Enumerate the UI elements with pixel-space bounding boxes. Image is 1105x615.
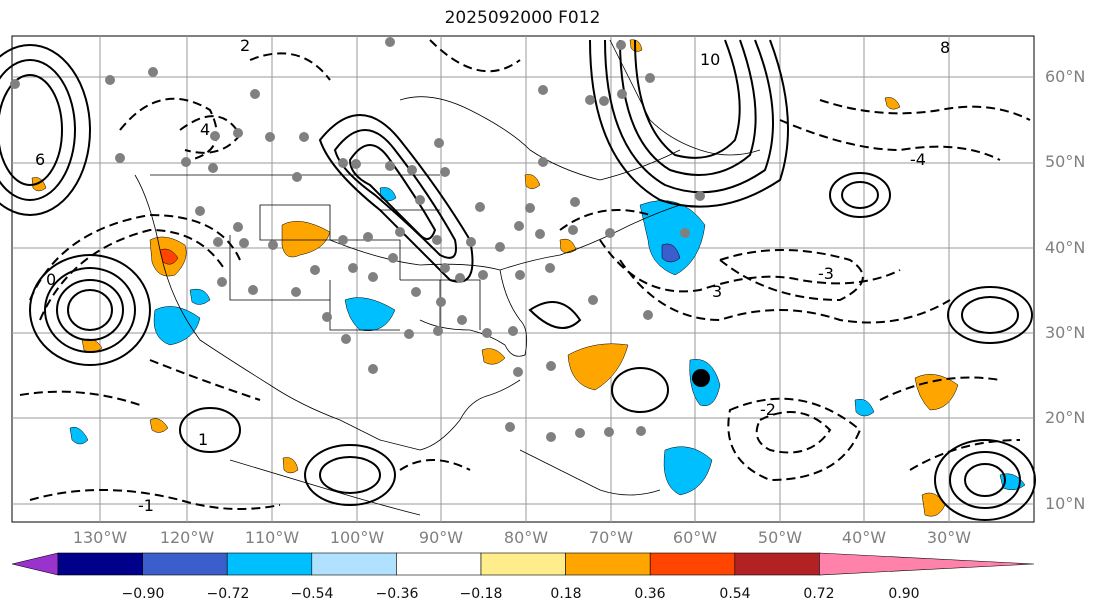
lon-label-60w: 60°W bbox=[672, 528, 718, 547]
lon-label-30w: 30°W bbox=[926, 528, 972, 547]
lon-label-50w: 50°W bbox=[757, 528, 803, 547]
lat-label-20n: 20°N bbox=[1045, 408, 1086, 427]
contour-label: 8 bbox=[940, 38, 951, 57]
colorbar-tick: −0.18 bbox=[459, 586, 503, 602]
lon-label-130w: 130°W bbox=[72, 528, 128, 547]
contour-label: 1 bbox=[198, 430, 209, 449]
solid-contours bbox=[0, 39, 1036, 521]
contour-label: 0 bbox=[46, 270, 57, 289]
shaded-anomalies bbox=[31, 39, 1026, 517]
map-title: 2025092000 F012 bbox=[444, 8, 601, 28]
colorbar-tick: −0.72 bbox=[206, 586, 250, 602]
colorbar-tick: −0.54 bbox=[290, 586, 334, 602]
colorbar-tick: −0.36 bbox=[375, 586, 419, 602]
lon-label-100w: 100°W bbox=[329, 528, 385, 547]
contour-label: -4 bbox=[910, 150, 926, 169]
colorbar-tick: 0.18 bbox=[550, 586, 582, 602]
lat-label-60n: 60°N bbox=[1045, 67, 1086, 86]
contour-label: 4 bbox=[200, 120, 211, 139]
lon-label-70w: 70°W bbox=[588, 528, 634, 547]
contour-label: -2 bbox=[760, 400, 776, 419]
lat-label-40n: 40°N bbox=[1045, 238, 1086, 257]
contour-label: 2 bbox=[240, 36, 251, 55]
lon-label-40w: 40°W bbox=[841, 528, 887, 547]
lat-label-50n: 50°N bbox=[1045, 152, 1086, 171]
lon-label-110w: 110°W bbox=[244, 528, 300, 547]
black-dot-marker bbox=[692, 369, 710, 387]
colorbar-tick: 0.72 bbox=[803, 586, 835, 602]
lon-label-90w: 90°W bbox=[418, 528, 464, 547]
station-dots bbox=[10, 37, 705, 442]
lat-label-30n: 30°N bbox=[1045, 323, 1086, 342]
lon-label-120w: 120°W bbox=[159, 528, 215, 547]
colorbar-tick: 0.36 bbox=[634, 586, 666, 602]
colorbar-tick: 0.54 bbox=[719, 586, 751, 602]
lon-label-80w: 80°W bbox=[503, 528, 549, 547]
dashed-contours bbox=[19, 39, 1031, 510]
contour-label: -3 bbox=[818, 264, 834, 283]
colorbar-tick: 0.90 bbox=[888, 586, 920, 602]
contour-label: 3 bbox=[712, 282, 723, 301]
lat-label-10n: 10°N bbox=[1045, 494, 1086, 513]
gridlines bbox=[12, 36, 1034, 522]
contour-label: 10 bbox=[700, 50, 721, 69]
contour-label: 6 bbox=[35, 150, 46, 169]
colorbar-tick: −0.90 bbox=[121, 586, 165, 602]
contour-label: -1 bbox=[138, 496, 154, 515]
